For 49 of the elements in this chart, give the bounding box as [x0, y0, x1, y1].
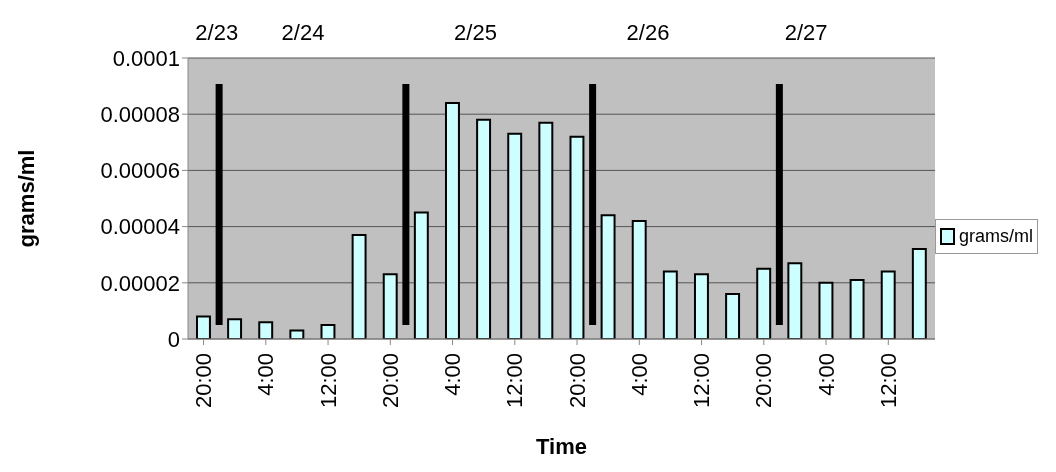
y-tick-label: 0.0001 — [112, 45, 180, 71]
x-tick-label: 4:00 — [626, 353, 652, 396]
x-tick-label: 4:00 — [440, 353, 466, 396]
bar — [538, 121, 554, 339]
x-tick-label: 12:00 — [689, 353, 715, 409]
bar — [476, 118, 492, 339]
x-tick-label: 20:00 — [377, 353, 403, 409]
bar — [382, 273, 398, 339]
bar — [227, 318, 243, 339]
text: 2/24 — [281, 20, 325, 45]
bar — [756, 267, 772, 339]
y-tick-label: 0.00008 — [100, 102, 180, 128]
text: 2/23 — [195, 20, 239, 45]
bar — [413, 211, 429, 339]
text: 2/26 — [626, 20, 670, 45]
bar — [662, 270, 678, 339]
bar — [196, 315, 211, 339]
y-tick-label: 0.00002 — [100, 270, 180, 296]
bar — [444, 101, 460, 339]
x-tick-label: 4:00 — [253, 353, 279, 396]
bar — [507, 132, 523, 339]
legend-label: grams/ml — [958, 225, 1033, 247]
bar — [725, 293, 741, 339]
text: 2/25 — [454, 20, 497, 45]
x-tick-label: 12:00 — [502, 353, 528, 409]
bar — [693, 273, 709, 339]
x-tick-label: 4:00 — [813, 353, 839, 396]
x-tick-label: 20:00 — [751, 353, 777, 409]
bar — [911, 248, 927, 339]
bar — [320, 323, 336, 339]
bar — [351, 234, 367, 339]
x-tick-label: 12:00 — [875, 353, 901, 409]
bar — [600, 214, 616, 339]
x-tick-label: 12:00 — [315, 353, 341, 409]
y-tick-label: 0.00004 — [100, 214, 180, 240]
bar — [258, 321, 274, 339]
x-tick-label: 20:00 — [564, 353, 590, 409]
y-tick-label: 0 — [167, 326, 180, 352]
x-axis-title: Time — [536, 434, 587, 459]
bar — [787, 262, 803, 339]
y-axis-title: grams/ml — [13, 149, 39, 248]
bar — [849, 278, 865, 339]
text: 2/27 — [784, 20, 828, 45]
y-tick-label: 0.00006 — [100, 158, 180, 184]
bar — [631, 219, 647, 339]
bar — [818, 281, 834, 339]
bar — [880, 270, 896, 339]
bar — [569, 135, 585, 339]
x-tick-label: 20:00 — [191, 353, 217, 409]
